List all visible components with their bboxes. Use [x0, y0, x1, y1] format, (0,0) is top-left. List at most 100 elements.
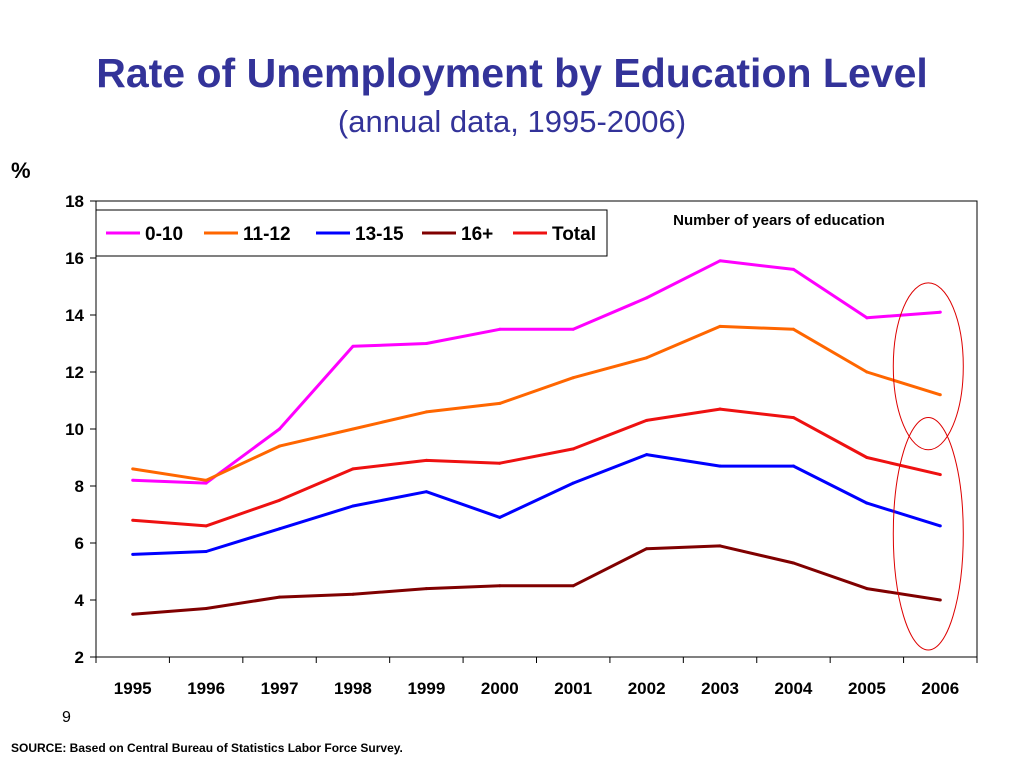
data-point-16+ — [278, 595, 282, 599]
y-tick-label: 6 — [75, 534, 84, 553]
x-tick-label: 1996 — [187, 679, 225, 698]
data-point-13-15 — [645, 453, 649, 457]
plot-area — [95, 200, 978, 658]
chart-title: Rate of Unemployment by Education Level — [96, 50, 928, 96]
data-point-Total — [424, 458, 428, 462]
data-point-16+ — [498, 584, 502, 588]
y-tick-label: 8 — [75, 477, 84, 496]
data-point-Total — [718, 407, 722, 411]
data-point-Total — [351, 467, 355, 471]
data-point-Total — [498, 461, 502, 465]
data-point-11-12 — [571, 376, 575, 380]
data-point-16+ — [571, 584, 575, 588]
data-point-11-12 — [865, 370, 869, 374]
x-tick-label: 2005 — [848, 679, 886, 698]
data-point-11-12 — [351, 427, 355, 431]
chart-highlights — [892, 282, 964, 651]
source-note: SOURCE: Based on Central Bureau of Stati… — [11, 741, 403, 755]
data-point-Total — [204, 524, 208, 528]
data-point-16+ — [351, 592, 355, 596]
x-tick-label: 2000 — [481, 679, 519, 698]
data-point-16+ — [718, 544, 722, 548]
data-point-16+ — [424, 587, 428, 591]
data-point-13-15 — [351, 504, 355, 508]
chart-series — [131, 259, 942, 616]
x-tick-label: 2001 — [554, 679, 592, 698]
data-point-0-10 — [791, 267, 795, 271]
y-axis-label: % — [11, 158, 31, 183]
legend-label-16+: 16+ — [461, 224, 493, 245]
series-line-11-12 — [132, 324, 941, 482]
data-point-Total — [645, 418, 649, 422]
chart-annotation: Number of years of education — [673, 212, 885, 229]
page-number: 9 — [62, 709, 71, 726]
data-point-Total — [278, 498, 282, 502]
data-point-13-15 — [571, 481, 575, 485]
data-point-13-15 — [938, 524, 942, 528]
data-point-0-10 — [865, 316, 869, 320]
x-tick-label: 1995 — [114, 679, 152, 698]
data-point-16+ — [865, 587, 869, 591]
legend-label-Total: Total — [552, 224, 596, 245]
chart-axes: 2 4 6 8 10 12 14 16 18 1995 1996 1997 1998 1999 2000 20… — [65, 192, 978, 698]
legend-label-13-15: 13-15 — [355, 224, 404, 245]
data-point-13-15 — [718, 464, 722, 468]
data-point-0-10 — [938, 310, 942, 314]
data-point-16+ — [938, 598, 942, 602]
y-tick-label: 10 — [65, 420, 84, 439]
legend-label-0-10: 0-10 — [145, 224, 183, 245]
data-point-Total — [865, 456, 869, 459]
data-point-13-15 — [131, 552, 135, 556]
series-line-13-15 — [132, 453, 941, 556]
y-tick-label: 14 — [65, 306, 84, 325]
data-point-0-10 — [131, 478, 135, 482]
x-tick-label: 1997 — [261, 679, 299, 698]
data-point-0-10 — [204, 481, 208, 485]
data-point-16+ — [131, 612, 135, 616]
data-point-0-10 — [278, 427, 282, 431]
x-tick-label: 2002 — [628, 679, 666, 698]
y-tick-label: 18 — [65, 192, 84, 211]
data-point-13-15 — [204, 550, 208, 554]
data-point-13-15 — [278, 527, 282, 531]
data-point-11-12 — [204, 478, 208, 482]
data-point-13-15 — [424, 490, 428, 494]
series-line-Total — [132, 407, 941, 528]
legend: 0-10 11-12 13-15 16+ Total — [106, 224, 596, 245]
data-point-11-12 — [791, 327, 795, 331]
data-point-16+ — [791, 561, 795, 565]
data-point-0-10 — [645, 296, 649, 300]
y-tick-label: 4 — [75, 591, 85, 610]
x-tick-label: 2006 — [921, 679, 959, 698]
data-point-11-12 — [131, 467, 135, 471]
series-line-16+ — [132, 544, 941, 616]
chart-subtitle: (annual data, 1995-2006) — [337, 104, 687, 139]
data-point-16+ — [204, 607, 208, 611]
data-point-11-12 — [645, 356, 649, 360]
series-line-0-10 — [132, 259, 941, 485]
data-point-11-12 — [424, 410, 428, 414]
legend-label-11-12: 11-12 — [243, 224, 291, 245]
data-point-0-10 — [424, 342, 428, 345]
data-point-11-12 — [718, 324, 722, 328]
data-point-13-15 — [865, 501, 869, 505]
data-point-0-10 — [351, 344, 355, 348]
data-point-Total — [791, 416, 795, 420]
data-point-16+ — [645, 547, 649, 551]
data-point-Total — [938, 473, 942, 477]
data-point-11-12 — [938, 393, 942, 397]
data-point-Total — [131, 518, 135, 522]
data-point-11-12 — [498, 401, 502, 405]
data-point-0-10 — [498, 327, 502, 331]
highlight-ellipse — [892, 282, 964, 451]
data-point-11-12 — [278, 444, 282, 448]
y-tick-label: 16 — [65, 249, 84, 268]
data-point-13-15 — [791, 464, 795, 468]
highlight-ellipse — [892, 417, 964, 651]
data-point-0-10 — [571, 327, 575, 331]
data-point-Total — [571, 447, 575, 451]
data-point-13-15 — [498, 515, 502, 519]
data-point-0-10 — [718, 259, 722, 263]
x-tick-label: 1998 — [334, 679, 372, 698]
